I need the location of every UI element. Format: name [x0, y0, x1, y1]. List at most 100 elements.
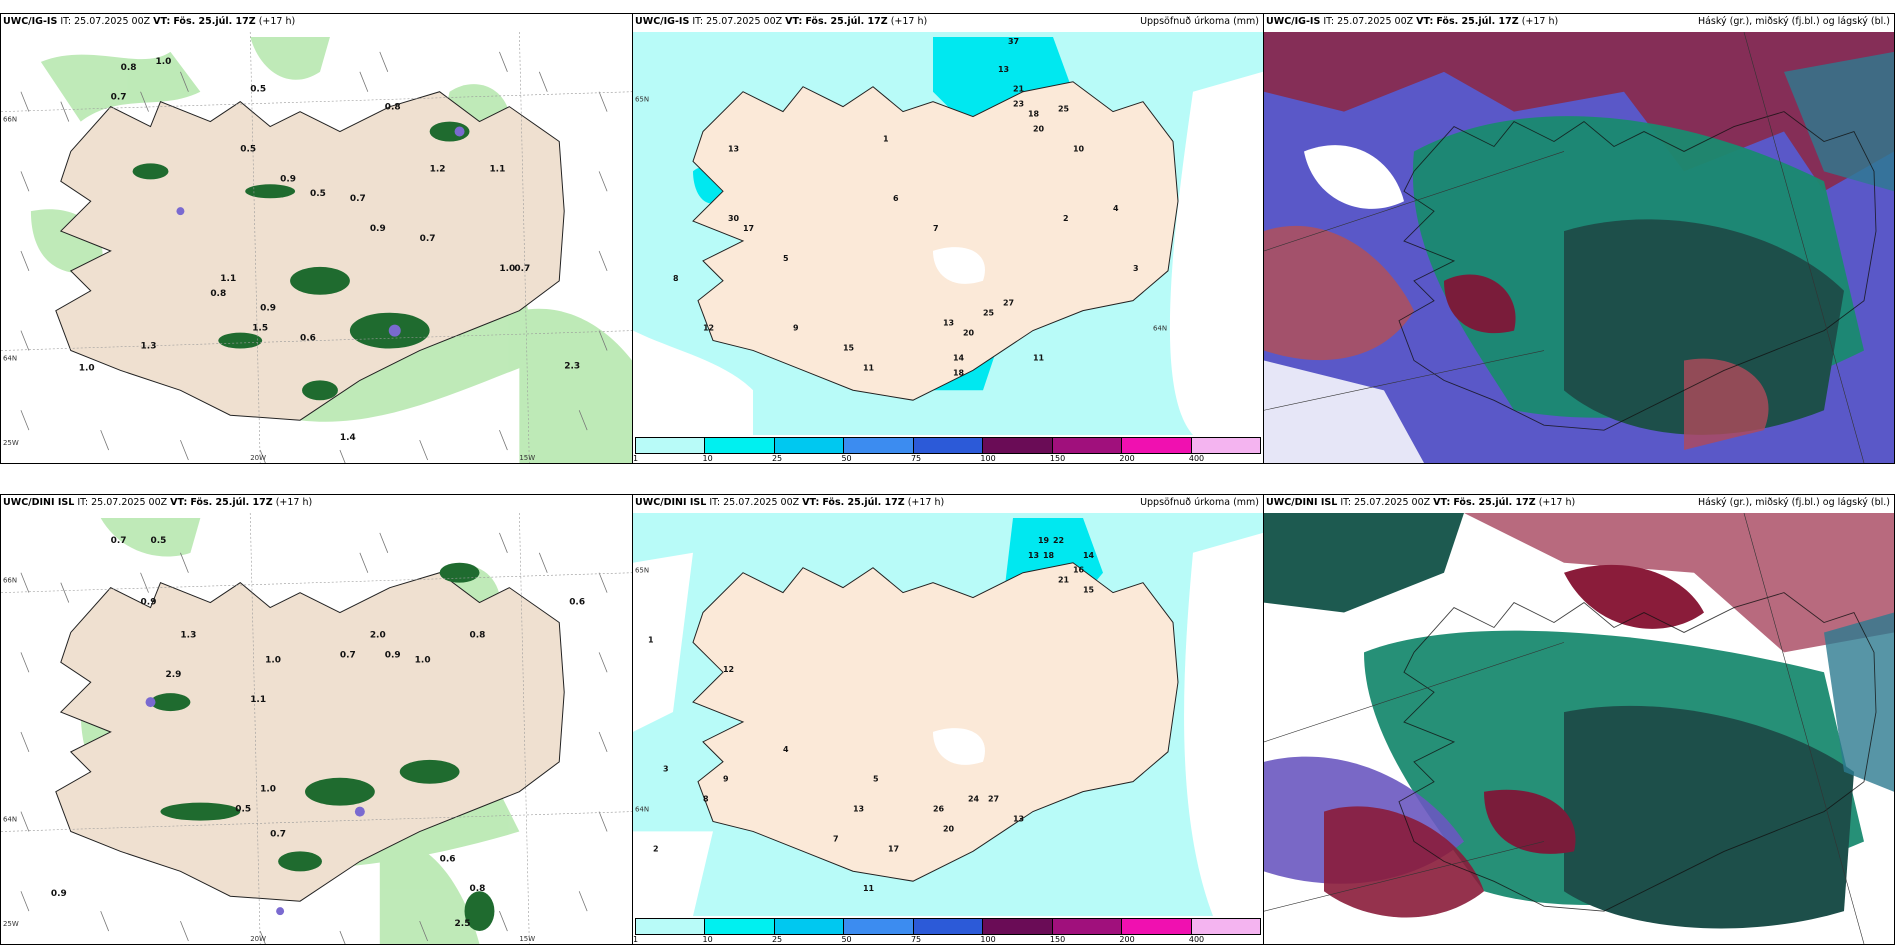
svg-text:0.5: 0.5 — [240, 144, 256, 154]
model-name: UWC/DINI ISL — [1266, 497, 1338, 508]
graticule-labels: 65N 64N — [635, 567, 649, 814]
wind-map[interactable]: 0.8 0.5 1.0 0.7 0.8 0.5 1.2 0.9 0.7 1.3 … — [1, 32, 632, 463]
panel-precip-dini: UWC/DINI ISL IT: 25.07.2025 00Z VT: Fös.… — [632, 494, 1264, 945]
svg-text:13: 13 — [728, 144, 739, 153]
svg-text:3: 3 — [663, 765, 669, 774]
inland-dry — [933, 247, 985, 284]
cloud-map[interactable] — [1264, 32, 1894, 463]
wind-map[interactable]: 0.7 0.5 0.9 1.0 2.0 1.3 1.0 1.1 0.5 0.8 … — [1, 513, 632, 944]
svg-text:2.0: 2.0 — [370, 630, 386, 640]
iceland-coast — [1398, 592, 1877, 912]
svg-text:13: 13 — [943, 319, 954, 328]
svg-text:1: 1 — [648, 635, 654, 644]
svg-text:21: 21 — [1058, 576, 1069, 585]
precip-labels: 37 13 21 23 18 20 25 13 10 12 15 11 9 8 … — [673, 37, 1139, 377]
svg-text:16: 16 — [1073, 566, 1085, 575]
cloud-map[interactable] — [1264, 513, 1894, 944]
svg-text:20: 20 — [1033, 125, 1045, 134]
init-time: 25.07.2025 00Z — [91, 497, 168, 508]
svg-text:13: 13 — [998, 65, 1009, 74]
model-name: UWC/IG-IS — [1266, 16, 1321, 27]
svg-text:23: 23 — [1013, 100, 1024, 109]
svg-text:0.9: 0.9 — [141, 598, 157, 608]
colorbar-swatches — [635, 437, 1261, 454]
init-time: 25.07.2025 00Z — [723, 497, 800, 508]
svg-text:0.7: 0.7 — [350, 194, 366, 204]
valid-time: Fös. 25.júl. 17Z — [1453, 497, 1536, 508]
svg-text:13: 13 — [1028, 551, 1039, 560]
cb-label: 75 — [910, 454, 922, 463]
svg-text:1.2: 1.2 — [430, 164, 446, 174]
svg-text:10: 10 — [1073, 144, 1085, 153]
svg-text:64N: 64N — [635, 806, 649, 814]
graticule-labels: 65N 64N — [635, 96, 1167, 333]
svg-text:1.1: 1.1 — [489, 164, 505, 174]
cb-swatch — [1122, 438, 1192, 453]
svg-text:0.5: 0.5 — [250, 85, 266, 95]
iceland-coast — [55, 91, 565, 421]
svg-text:30: 30 — [728, 214, 740, 223]
cb-label: 1 — [633, 935, 639, 944]
map-svg — [1264, 513, 1894, 944]
graticule — [1, 32, 632, 463]
cb-label: 10 — [702, 454, 713, 463]
iceland-coast — [692, 562, 1179, 882]
svg-text:2.9: 2.9 — [165, 670, 181, 680]
model-name: UWC/IG-IS — [635, 16, 690, 27]
cb-label: 1 — [633, 454, 639, 463]
svg-text:15W: 15W — [519, 935, 535, 943]
precip-colorbar: 1 10 25 50 75 100 150 200 400 — [633, 437, 1261, 463]
precip-map[interactable]: 19 22 18 13 21 16 15 14 12 9 8 7 5 4 3 2… — [633, 513, 1263, 916]
svg-text:2.3: 2.3 — [564, 361, 580, 371]
cb-label: 200 — [1119, 935, 1135, 944]
svg-text:3: 3 — [1133, 264, 1139, 273]
map-svg: 0.7 0.5 0.9 1.0 2.0 1.3 1.0 1.1 0.5 0.8 … — [1, 513, 632, 944]
lead-time: (+17 h) — [275, 497, 313, 508]
cb-swatch — [636, 919, 706, 934]
svg-text:13: 13 — [1013, 814, 1024, 823]
lead-time: (+17 h) — [1521, 16, 1559, 27]
valid-time: Fös. 25.júl. 17Z — [805, 16, 888, 27]
svg-text:11: 11 — [863, 884, 874, 893]
cb-swatch — [1191, 438, 1260, 453]
svg-text:25: 25 — [983, 309, 994, 318]
graticule-labels: 20W 15W 66N 64N 25W — [3, 577, 535, 943]
init-time: 25.07.2025 00Z — [1354, 497, 1431, 508]
svg-text:0.5: 0.5 — [151, 536, 167, 546]
svg-text:20: 20 — [943, 824, 955, 833]
svg-text:0.6: 0.6 — [440, 854, 456, 864]
panel-header: UWC/DINI ISL IT: 25.07.2025 00Z VT: Fös.… — [1266, 497, 1576, 508]
svg-text:7: 7 — [833, 834, 839, 843]
svg-text:1.5: 1.5 — [252, 324, 268, 334]
precip-map[interactable]: 37 13 21 23 18 20 25 13 10 12 15 11 9 8 … — [633, 32, 1263, 435]
svg-text:0.5: 0.5 — [310, 189, 326, 199]
svg-text:9: 9 — [793, 324, 799, 333]
svg-text:1.3: 1.3 — [141, 342, 157, 352]
svg-text:11: 11 — [863, 363, 874, 372]
cb-label: 25 — [771, 935, 783, 944]
panel-clouds-igis: UWC/IG-IS IT: 25.07.2025 00Z VT: Fös. 25… — [1263, 13, 1895, 464]
svg-text:24: 24 — [968, 795, 980, 804]
svg-text:0.9: 0.9 — [385, 650, 401, 660]
valid-time: Fös. 25.júl. 17Z — [190, 497, 273, 508]
svg-text:64N: 64N — [3, 354, 17, 362]
svg-text:0.7: 0.7 — [111, 536, 127, 546]
cb-label: 400 — [1188, 935, 1205, 944]
svg-text:18: 18 — [1043, 551, 1055, 560]
panel-wind-dini: UWC/DINI ISL IT: 25.07.2025 00Z VT: Fös.… — [0, 494, 633, 945]
map-svg: 0.8 0.5 1.0 0.7 0.8 0.5 1.2 0.9 0.7 1.3 … — [1, 32, 632, 463]
svg-text:27: 27 — [1003, 299, 1014, 308]
svg-text:18: 18 — [953, 368, 965, 377]
svg-text:64N: 64N — [3, 816, 17, 824]
init-time: 25.07.2025 00Z — [1337, 16, 1414, 27]
svg-text:17: 17 — [743, 224, 754, 233]
cb-label: 200 — [1119, 454, 1135, 463]
panel-wind-igis: UWC/IG-IS IT: 25.07.2025 00Z VT: Fös. 25… — [0, 13, 633, 464]
svg-text:0.9: 0.9 — [280, 174, 296, 184]
svg-text:18: 18 — [1028, 110, 1040, 119]
model-name: UWC/IG-IS — [3, 16, 58, 27]
graticule-labels: 20W 15W 66N 64N 25W — [3, 116, 535, 462]
panel-header: UWC/IG-IS IT: 25.07.2025 00Z VT: Fös. 25… — [1266, 16, 1559, 27]
wind-barbs — [20, 532, 608, 944]
svg-text:0.7: 0.7 — [111, 93, 127, 103]
